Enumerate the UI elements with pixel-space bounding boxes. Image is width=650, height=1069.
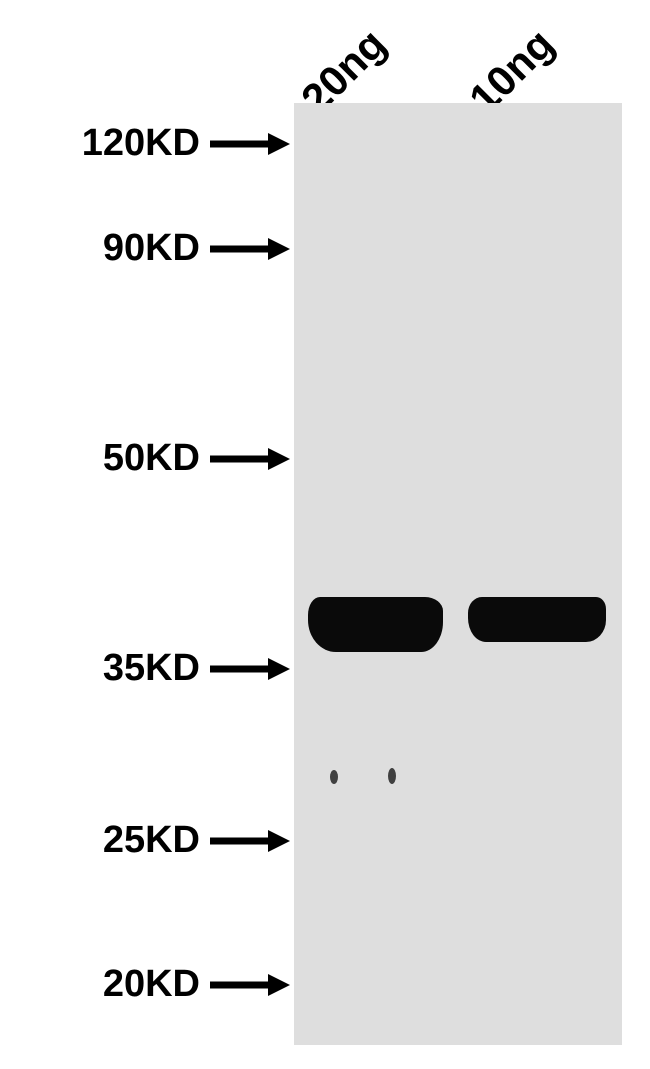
arrow-icon: [210, 657, 290, 681]
marker-50kd: 50KD: [0, 437, 290, 480]
marker-20kd: 20KD: [0, 963, 290, 1006]
arrow-icon: [210, 237, 290, 261]
blot-membrane: [294, 103, 622, 1045]
band-20ng: [308, 597, 443, 652]
marker-label: 50KD: [0, 437, 200, 480]
speck: [388, 768, 396, 784]
western-blot-figure: 20ng 10ng 120KD 90KD 50KD 35KD 25KD: [0, 0, 650, 1069]
marker-120kd: 120KD: [0, 122, 290, 165]
arrow-icon: [210, 829, 290, 853]
marker-90kd: 90KD: [0, 227, 290, 270]
marker-label: 25KD: [0, 819, 200, 862]
arrow-icon: [210, 132, 290, 156]
marker-label: 90KD: [0, 227, 200, 270]
marker-35kd: 35KD: [0, 647, 290, 690]
marker-label: 20KD: [0, 963, 200, 1006]
marker-25kd: 25KD: [0, 819, 290, 862]
marker-label: 35KD: [0, 647, 200, 690]
arrow-icon: [210, 973, 290, 997]
marker-label: 120KD: [0, 122, 200, 165]
band-10ng: [468, 597, 606, 642]
speck: [330, 770, 338, 784]
arrow-icon: [210, 447, 290, 471]
